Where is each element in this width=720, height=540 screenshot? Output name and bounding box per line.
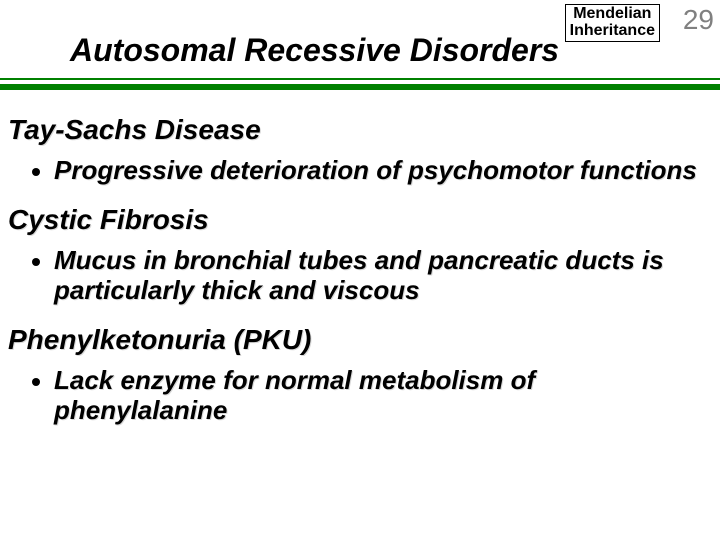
section-heading: Cystic Fibrosis bbox=[8, 204, 700, 236]
bullet-item: Mucus in bronchial tubes and pancreatic … bbox=[8, 246, 700, 306]
thin-rule bbox=[0, 78, 720, 80]
title-rule bbox=[0, 78, 720, 90]
bullet-item: Progressive deterioration of psychomotor… bbox=[8, 156, 700, 186]
slide: Mendelian Inheritance 29 Autosomal Reces… bbox=[0, 0, 720, 540]
page-number: 29 bbox=[683, 4, 714, 36]
chapter-badge: Mendelian Inheritance bbox=[565, 4, 660, 42]
bullet-item: Lack enzyme for normal metabolism of phe… bbox=[8, 366, 700, 426]
badge-line-2: Inheritance bbox=[570, 23, 655, 40]
body: Tay-Sachs Disease Progressive deteriorat… bbox=[8, 108, 700, 443]
header: Mendelian Inheritance 29 Autosomal Reces… bbox=[0, 0, 720, 78]
section-heading: Phenylketonuria (PKU) bbox=[8, 324, 700, 356]
badge-line-1: Mendelian bbox=[570, 6, 655, 23]
thick-rule bbox=[0, 84, 720, 90]
section-heading: Tay-Sachs Disease bbox=[8, 114, 700, 146]
slide-title: Autosomal Recessive Disorders bbox=[70, 32, 559, 69]
